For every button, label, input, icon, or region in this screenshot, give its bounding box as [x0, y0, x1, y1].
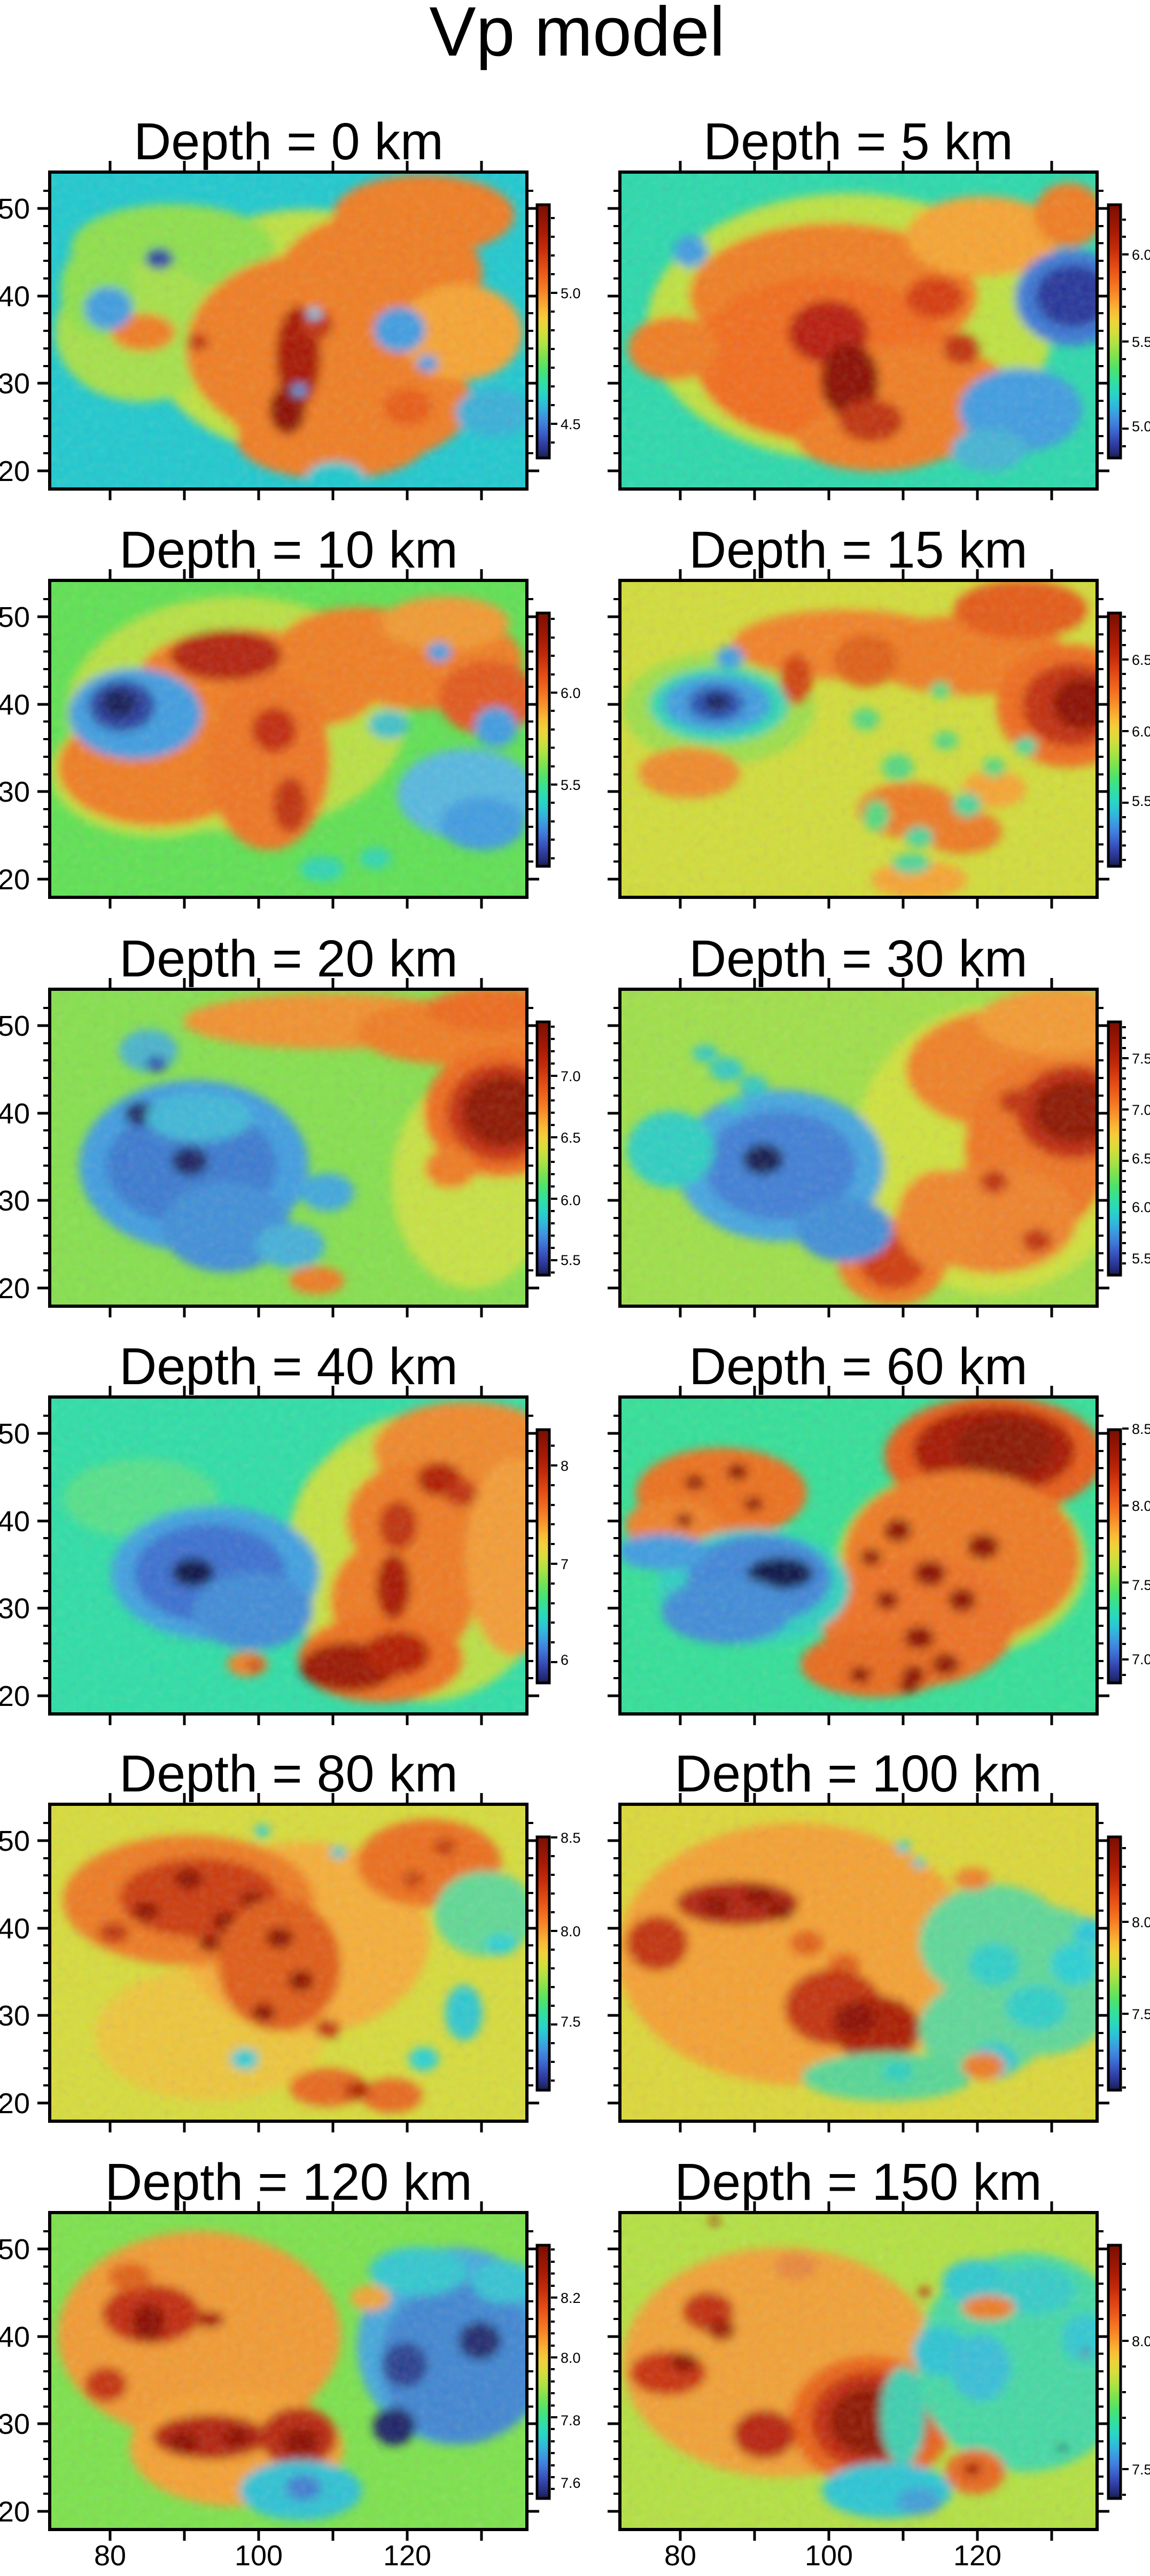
svg-text:40: 40 [0, 1098, 30, 1130]
svg-text:40: 40 [0, 1506, 30, 1538]
svg-text:Depth = 5 km: Depth = 5 km [703, 112, 1013, 170]
svg-text:Depth = 120 km: Depth = 120 km [105, 2153, 472, 2211]
svg-text:Depth = 100 km: Depth = 100 km [674, 1744, 1042, 1803]
svg-text:7.5: 7.5 [1132, 2462, 1150, 2478]
svg-text:30: 30 [0, 368, 30, 400]
svg-text:7.5: 7.5 [1132, 1577, 1150, 1593]
svg-text:30: 30 [0, 1185, 30, 1217]
svg-text:8: 8 [561, 1458, 569, 1474]
svg-text:20: 20 [0, 2496, 30, 2528]
svg-text:20: 20 [0, 455, 30, 487]
svg-text:8.0: 8.0 [1132, 1914, 1150, 1930]
svg-text:40: 40 [0, 281, 30, 313]
svg-text:6.5: 6.5 [1132, 1151, 1150, 1167]
svg-text:6.5: 6.5 [561, 1130, 581, 1146]
svg-text:7.5: 7.5 [1132, 2006, 1150, 2022]
svg-text:30: 30 [0, 1593, 30, 1625]
svg-text:6: 6 [561, 1652, 569, 1668]
svg-text:40: 40 [0, 2321, 30, 2353]
svg-text:8.0: 8.0 [1132, 1498, 1150, 1514]
svg-text:5.5: 5.5 [1132, 334, 1150, 350]
svg-text:Depth = 80 km: Depth = 80 km [119, 1744, 458, 1803]
svg-text:120: 120 [383, 2540, 431, 2572]
svg-text:Depth = 20 km: Depth = 20 km [119, 929, 458, 988]
svg-text:Vp model: Vp model [429, 0, 725, 71]
svg-text:6.5: 6.5 [1132, 652, 1150, 668]
svg-text:100: 100 [805, 2540, 853, 2572]
svg-text:4.5: 4.5 [561, 416, 581, 432]
svg-text:80: 80 [94, 2540, 126, 2572]
svg-text:5.5: 5.5 [1132, 1251, 1150, 1267]
svg-text:50: 50 [0, 1010, 30, 1042]
svg-text:Depth = 30 km: Depth = 30 km [689, 929, 1028, 988]
svg-text:7.5: 7.5 [1132, 1051, 1150, 1067]
svg-text:7.0: 7.0 [561, 1068, 581, 1084]
svg-text:20: 20 [0, 864, 30, 896]
svg-text:7: 7 [561, 1556, 569, 1572]
svg-text:Depth = 40 km: Depth = 40 km [119, 1337, 458, 1395]
svg-text:30: 30 [0, 776, 30, 808]
svg-text:50: 50 [0, 601, 30, 633]
svg-text:20: 20 [0, 2088, 30, 2120]
svg-text:Depth = 15 km: Depth = 15 km [689, 521, 1028, 579]
svg-text:7.0: 7.0 [1132, 1651, 1150, 1667]
svg-text:7.6: 7.6 [561, 2475, 581, 2491]
svg-text:5.0: 5.0 [1132, 418, 1150, 434]
svg-text:6.0: 6.0 [1132, 1199, 1150, 1215]
svg-text:20: 20 [0, 1273, 30, 1305]
svg-text:8.5: 8.5 [561, 1830, 581, 1846]
svg-text:8.0: 8.0 [1132, 2333, 1150, 2349]
svg-text:7.5: 7.5 [561, 2014, 581, 2030]
svg-text:Depth = 150 km: Depth = 150 km [674, 2153, 1042, 2211]
svg-text:100: 100 [235, 2540, 283, 2572]
svg-text:7.0: 7.0 [1132, 1102, 1150, 1118]
svg-text:6.0: 6.0 [1132, 724, 1150, 740]
svg-text:Depth = 60 km: Depth = 60 km [689, 1337, 1028, 1395]
svg-text:8.5: 8.5 [1132, 1421, 1150, 1437]
svg-text:8.0: 8.0 [561, 2350, 581, 2366]
svg-text:50: 50 [0, 1825, 30, 1857]
svg-text:8.0: 8.0 [561, 1923, 581, 1939]
svg-text:6.0: 6.0 [561, 685, 581, 701]
svg-text:5.5: 5.5 [561, 1252, 581, 1268]
svg-text:8.2: 8.2 [561, 2290, 581, 2306]
svg-text:50: 50 [0, 1418, 30, 1450]
svg-text:7.8: 7.8 [561, 2412, 581, 2428]
svg-text:20: 20 [0, 1680, 30, 1712]
svg-text:30: 30 [0, 2000, 30, 2032]
svg-text:5.0: 5.0 [561, 285, 581, 301]
svg-text:6.0: 6.0 [1132, 247, 1150, 263]
svg-text:Depth = 0 km: Depth = 0 km [134, 112, 444, 170]
svg-text:50: 50 [0, 2233, 30, 2265]
svg-text:Depth = 10 km: Depth = 10 km [119, 521, 458, 579]
svg-text:6.0: 6.0 [561, 1192, 581, 1208]
svg-text:40: 40 [0, 1913, 30, 1945]
svg-text:120: 120 [953, 2540, 1001, 2572]
svg-text:50: 50 [0, 193, 30, 225]
svg-text:5.5: 5.5 [561, 777, 581, 793]
svg-text:5.5: 5.5 [1132, 793, 1150, 809]
svg-text:80: 80 [664, 2540, 696, 2572]
svg-text:30: 30 [0, 2408, 30, 2440]
svg-text:40: 40 [0, 689, 30, 721]
